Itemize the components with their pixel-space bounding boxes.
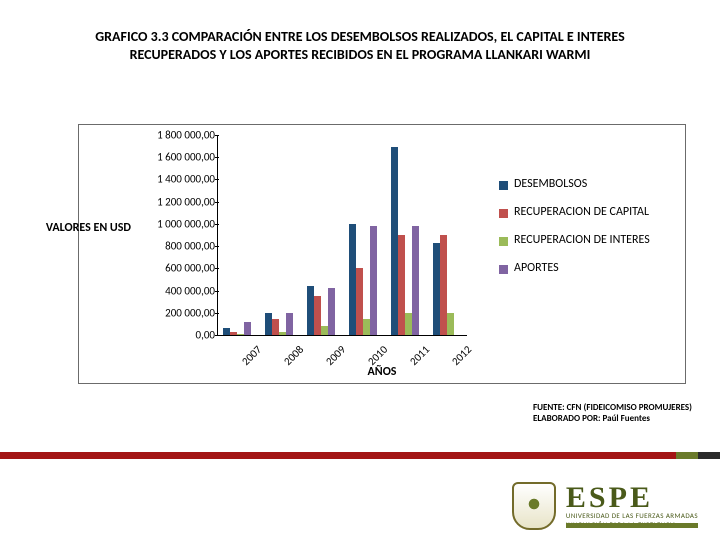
legend-label: RECUPERACION DE CAPITAL bbox=[514, 205, 649, 219]
legend-label: DESEMBOLSOS bbox=[514, 177, 587, 191]
bar bbox=[230, 332, 237, 335]
brand-name: ESPE bbox=[566, 484, 698, 511]
author-line: ELABORADO POR: Paúl Fuentes bbox=[533, 413, 692, 424]
source-notes: FUENTE: CFN (FIDEICOMISO PROMUJERES) ELA… bbox=[533, 402, 692, 424]
bar bbox=[398, 235, 405, 335]
legend: DESEMBOLSOS RECUPERACION DE CAPITAL RECUPE… bbox=[499, 177, 679, 289]
bar bbox=[321, 326, 328, 335]
x-axis-label: AÑOS bbox=[79, 365, 685, 379]
brand-stripe bbox=[0, 452, 720, 459]
bar bbox=[307, 286, 314, 335]
y-tick: 400 000,00 bbox=[135, 284, 215, 297]
bar bbox=[370, 226, 377, 335]
bar bbox=[349, 224, 356, 335]
bar-group bbox=[349, 135, 377, 335]
bar bbox=[405, 313, 412, 335]
legend-item: RECUPERACION DE CAPITAL bbox=[499, 205, 679, 219]
x-axis-line bbox=[217, 335, 467, 336]
bar bbox=[363, 319, 370, 335]
chart-title: GRAFICO 3.3 COMPARACIÓN ENTRE LOS DESEMB… bbox=[0, 0, 720, 71]
legend-label: APORTES bbox=[514, 261, 559, 275]
bar bbox=[279, 332, 286, 335]
legend-label: RECUPERACION DE INTERES bbox=[514, 233, 650, 247]
y-axis-label: VALORES EN USD bbox=[3, 221, 131, 235]
legend-item: APORTES bbox=[499, 261, 679, 275]
bar bbox=[391, 147, 398, 335]
y-tick: 1 600 000,00 bbox=[135, 151, 215, 164]
bar bbox=[223, 328, 230, 335]
bar bbox=[447, 313, 454, 335]
bar-group bbox=[391, 135, 419, 335]
bar-group bbox=[223, 135, 251, 335]
bar bbox=[356, 268, 363, 335]
shield-icon bbox=[512, 482, 556, 530]
y-tick: 1 200 000,00 bbox=[135, 195, 215, 208]
bar bbox=[433, 243, 440, 335]
bar bbox=[244, 322, 251, 335]
bar bbox=[272, 319, 279, 335]
bar bbox=[328, 288, 335, 335]
y-tick: 200 000,00 bbox=[135, 306, 215, 319]
bar bbox=[237, 334, 244, 335]
legend-swatch bbox=[499, 237, 508, 246]
bar-group bbox=[433, 135, 461, 335]
legend-swatch bbox=[499, 181, 508, 190]
legend-item: DESEMBOLSOS bbox=[499, 177, 679, 191]
bar bbox=[314, 296, 321, 335]
y-tick-labels: 1 800 000,001 600 000,001 400 000,001 20… bbox=[135, 135, 215, 335]
bar bbox=[286, 313, 293, 335]
y-tick: 600 000,00 bbox=[135, 262, 215, 275]
y-tick: 0,00 bbox=[135, 329, 215, 342]
y-tick: 1 000 000,00 bbox=[135, 217, 215, 230]
bar bbox=[440, 235, 447, 335]
plot-area bbox=[217, 135, 467, 335]
bar bbox=[265, 313, 272, 335]
y-tick: 800 000,00 bbox=[135, 240, 215, 253]
legend-swatch bbox=[499, 209, 508, 218]
brand-logo: ESPE UNIVERSIDAD DE LAS FUERZAS ARMADAS … bbox=[512, 482, 698, 530]
source-line: FUENTE: CFN (FIDEICOMISO PROMUJERES) bbox=[533, 402, 692, 413]
bar bbox=[412, 226, 419, 335]
bar-group bbox=[307, 135, 335, 335]
y-tick: 1 400 000,00 bbox=[135, 173, 215, 186]
bar-group bbox=[265, 135, 293, 335]
brand-subtitle: UNIVERSIDAD DE LAS FUERZAS ARMADAS bbox=[566, 511, 698, 520]
legend-item: RECUPERACION DE INTERES bbox=[499, 233, 679, 247]
y-tick: 1 800 000,00 bbox=[135, 129, 215, 142]
legend-swatch bbox=[499, 265, 508, 274]
chart-container: VALORES EN USD 1 800 000,001 600 000,001… bbox=[78, 124, 686, 384]
